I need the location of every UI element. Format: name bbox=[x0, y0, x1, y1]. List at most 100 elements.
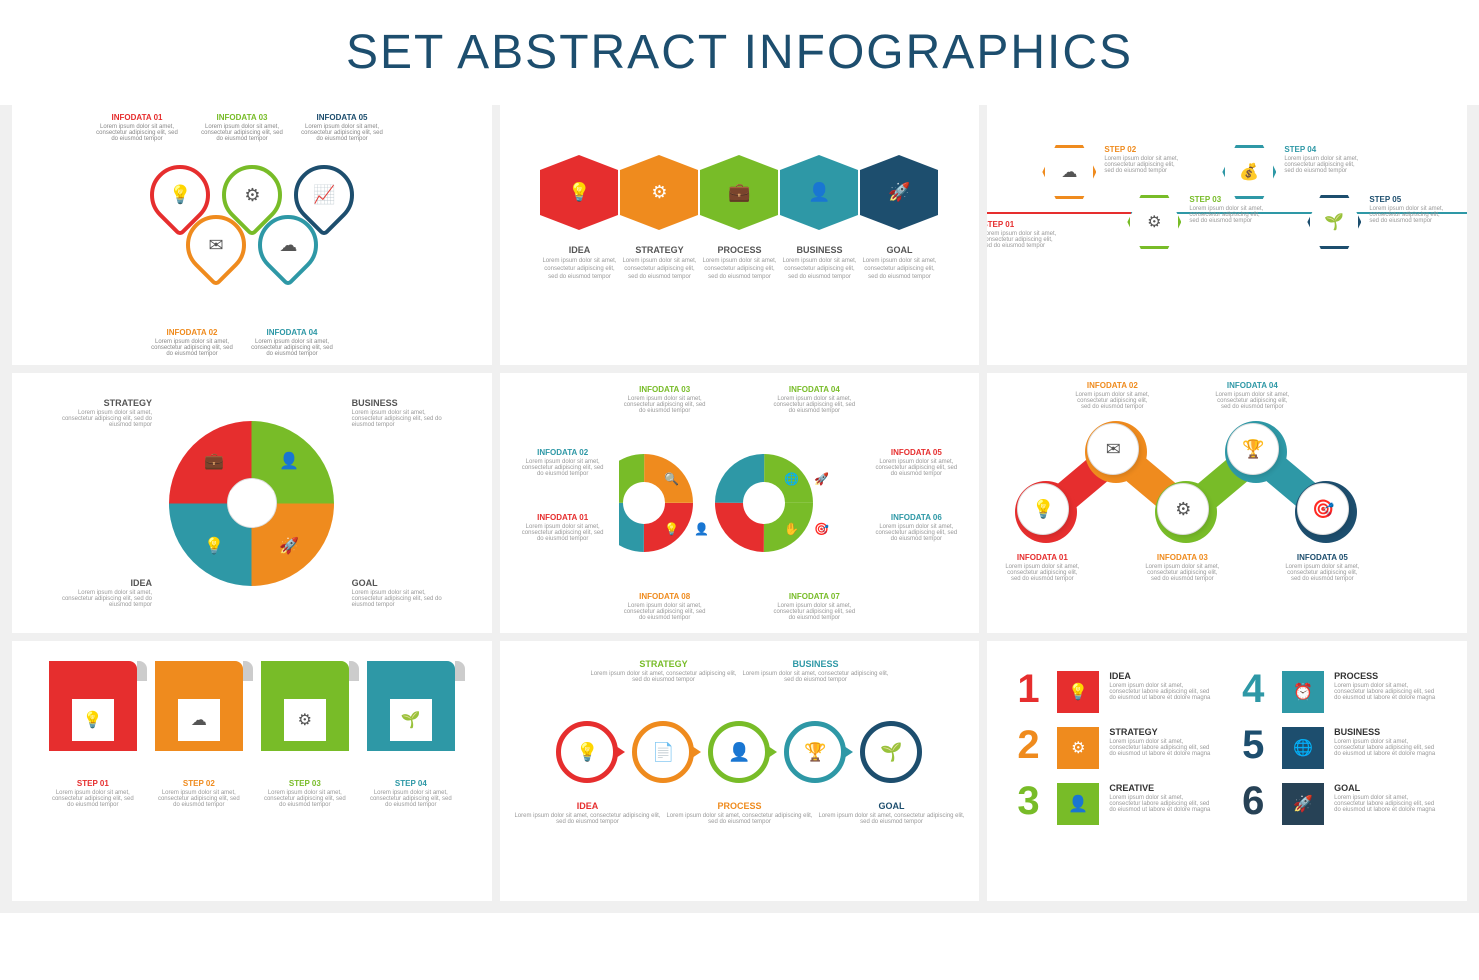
info-text: Lorem ipsum dolor sit amet, consectetur … bbox=[301, 124, 383, 142]
info-title: INFODATA 02 bbox=[147, 328, 237, 337]
inf-title: INFODATA 03 bbox=[620, 385, 710, 394]
ribbon-inner-icon: ☁ bbox=[178, 699, 220, 741]
num-text: GOALLorem ipsum dolor sit amet, consecte… bbox=[1334, 783, 1437, 813]
num-square-icon: ⏰ bbox=[1282, 671, 1324, 713]
chain-item: 📄 bbox=[627, 721, 699, 783]
page-title: SET ABSTRACT INFOGRAPHICS bbox=[0, 0, 1479, 105]
cc-circle-icon: 🏆 bbox=[1227, 423, 1279, 475]
pie-label-title: STRATEGY bbox=[52, 398, 152, 408]
inf-title: INFODATA 05 bbox=[871, 448, 961, 457]
rocket-icon: 🚀 bbox=[279, 536, 299, 556]
ribbon-title: STEP 02 bbox=[155, 779, 243, 788]
ribbon-icon: ☁ bbox=[155, 661, 243, 751]
hex-outline-icon: 🌱 bbox=[1307, 195, 1361, 249]
bulb-icon: 💡 bbox=[169, 185, 191, 206]
ribbon-column: ☁STEP 02Lorem ipsum dolor sit amet, cons… bbox=[155, 661, 243, 808]
cc-label: INFODATA 01Lorem ipsum dolor sit amet, c… bbox=[1002, 553, 1082, 582]
chain-top-label: STRATEGYLorem ipsum dolor sit amet, cons… bbox=[589, 659, 737, 683]
chain-arrow-icon bbox=[689, 744, 701, 760]
cc-label: INFODATA 02Lorem ipsum dolor sit amet, c… bbox=[1072, 381, 1152, 410]
cc-circle-icon: 💡 bbox=[1017, 483, 1069, 535]
svg-text:✋: ✋ bbox=[784, 522, 799, 536]
inf-text: Lorem ipsum dolor sit amet, consectetur … bbox=[624, 396, 706, 414]
info-text: Lorem ipsum dolor sit amet, consectetur … bbox=[96, 124, 178, 142]
hex-glyph-icon: 👤 bbox=[808, 182, 830, 203]
cc-title: INFODATA 04 bbox=[1212, 381, 1292, 390]
num-square-icon: 🌐 bbox=[1282, 727, 1324, 769]
hexagon-icon: 💼.hexagon:nth-child(3)::before{border-bo… bbox=[700, 170, 778, 215]
cc-title: INFODATA 02 bbox=[1072, 381, 1152, 390]
num-title: PROCESS bbox=[1334, 671, 1437, 681]
chain-circle-icon: 🏆 bbox=[784, 721, 846, 783]
inf-text: Lorem ipsum dolor sit amet, consectetur … bbox=[875, 524, 957, 542]
inf-title: INFODATA 06 bbox=[871, 513, 961, 522]
hex-label-title: STRATEGY bbox=[620, 245, 698, 255]
pie-label-title: GOAL bbox=[352, 578, 452, 588]
panel-infinity: 🔍 ⚙ 💡 👤 🌐 🚀 ✋ 🎯 INFODATA 03 Lorem ipsum d… bbox=[500, 373, 980, 633]
ribbon-title: STEP 03 bbox=[261, 779, 349, 788]
big-number: 1 bbox=[1017, 671, 1047, 707]
cc-label: INFODATA 05Lorem ipsum dolor sit amet, c… bbox=[1282, 553, 1362, 582]
pie-label-text: Lorem ipsum dolor sit amet, consectetur … bbox=[352, 410, 442, 428]
inf-title: INFODATA 07 bbox=[769, 592, 859, 601]
info-text: Lorem ipsum dolor sit amet, consectetur … bbox=[151, 339, 233, 357]
chain-item: 🌱 bbox=[855, 721, 927, 783]
inf-title: INFODATA 01 bbox=[518, 513, 608, 522]
ribbon-title: STEP 01 bbox=[49, 779, 137, 788]
hex-label-title: PROCESS bbox=[700, 245, 778, 255]
num-title: STRATEGY bbox=[1109, 727, 1212, 737]
num-title: GOAL bbox=[1334, 783, 1437, 793]
hex-tl-text: STEP 03Lorem ipsum dolor sit amet, conse… bbox=[1189, 195, 1269, 249]
pie-center bbox=[227, 478, 277, 528]
inf-title: INFODATA 02 bbox=[518, 448, 608, 457]
hex-tl-title: STEP 05 bbox=[1369, 195, 1449, 204]
ribbon-icon: 🌱 bbox=[367, 661, 455, 751]
hex-label-text: Lorem ipsum dolor sit amet, consectetur … bbox=[620, 258, 698, 281]
hex-label-title: BUSINESS bbox=[780, 245, 858, 255]
cloud-icon: ☁ bbox=[279, 235, 297, 256]
hex-label-text: Lorem ipsum dolor sit amet, consectetur … bbox=[780, 258, 858, 281]
numbered-item: 2⚙STRATEGYLorem ipsum dolor sit amet, co… bbox=[1017, 727, 1212, 769]
cc-circle-icon: 🎯 bbox=[1297, 483, 1349, 535]
ribbon-column: 🌱 STEP 04Lorem ipsum dolor sit amet, cons… bbox=[367, 661, 455, 808]
big-number: 6 bbox=[1242, 783, 1272, 819]
ribbon-column: 💡STEP 01Lorem ipsum dolor sit amet, cons… bbox=[49, 661, 137, 808]
pie-num: 02 bbox=[229, 489, 240, 500]
panel-circle-chain: STRATEGYLorem ipsum dolor sit amet, cons… bbox=[500, 641, 980, 901]
ribbon-icon: 💡 bbox=[49, 661, 137, 751]
chain-bottom-label: IDEALorem ipsum dolor sit amet, consecte… bbox=[513, 801, 661, 825]
chain-item: 💡 bbox=[551, 721, 623, 783]
inf-title: INFODATA 08 bbox=[620, 592, 710, 601]
ribbon-inner-icon: 🌱 bbox=[390, 699, 432, 741]
gear-icon: ⚙ bbox=[244, 185, 260, 206]
cc-label: INFODATA 03Lorem ipsum dolor sit amet, c… bbox=[1142, 553, 1222, 582]
ribbon-inner-icon: ⚙ bbox=[284, 699, 326, 741]
inf-title: INFODATA 04 bbox=[769, 385, 859, 394]
hex-glyph-icon: 💼 bbox=[728, 182, 750, 203]
pie-num: 04 bbox=[263, 507, 274, 518]
chain-item: 👤 bbox=[703, 721, 775, 783]
num-text: BUSINESSLorem ipsum dolor sit amet, cons… bbox=[1334, 727, 1437, 757]
numbered-item: 4⏰PROCESSLorem ipsum dolor sit amet, con… bbox=[1242, 671, 1437, 713]
big-number: 2 bbox=[1017, 727, 1047, 763]
infinity-icon: 🔍 ⚙ 💡 👤 🌐 🚀 ✋ 🎯 bbox=[619, 443, 859, 563]
chain-bottom-title: GOAL bbox=[817, 801, 965, 811]
big-number: 5 bbox=[1242, 727, 1272, 763]
chain-bottom-title: PROCESS bbox=[665, 801, 813, 811]
hex-outline-icon: ☁ bbox=[1042, 145, 1096, 199]
ribbon-label: STEP 04Lorem ipsum dolor sit amet, conse… bbox=[367, 779, 455, 808]
hex-tl-title: STEP 02 bbox=[1104, 145, 1184, 154]
hex-tl-text: STEP 04Lorem ipsum dolor sit amet, conse… bbox=[1284, 145, 1364, 199]
chain-bottom-label: GOALLorem ipsum dolor sit amet, consecte… bbox=[817, 801, 965, 825]
hexagon-icon: 💡.hexagon:nth-child(1)::before{border-bo… bbox=[540, 170, 618, 215]
pie-num: 03 bbox=[263, 489, 274, 500]
pie-label-text: Lorem ipsum dolor sit amet, consectetur … bbox=[62, 410, 152, 428]
hex-label-text: Lorem ipsum dolor sit amet, consectetur … bbox=[860, 258, 938, 281]
chain-item: 🏆 bbox=[779, 721, 851, 783]
info-text: Lorem ipsum dolor sit amet, consectetur … bbox=[251, 339, 333, 357]
chain-circle-icon: 📄 bbox=[632, 721, 694, 783]
hex-label-text: Lorem ipsum dolor sit amet, consectetur … bbox=[540, 258, 618, 281]
num-text: STRATEGYLorem ipsum dolor sit amet, cons… bbox=[1109, 727, 1212, 757]
chain-top-title: BUSINESS bbox=[741, 659, 889, 669]
svg-text:🔍: 🔍 bbox=[664, 471, 679, 486]
